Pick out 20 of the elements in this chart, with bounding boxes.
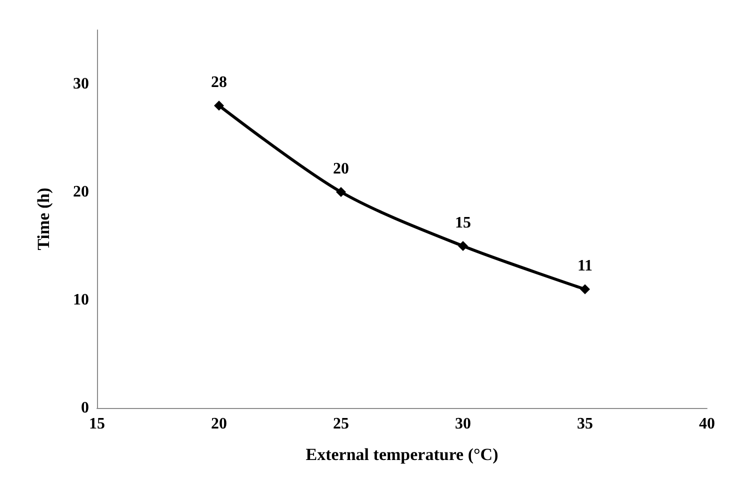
data-label: 28 bbox=[211, 74, 227, 92]
x-tick-label: 20 bbox=[211, 416, 227, 432]
y-tick-label: 20 bbox=[73, 184, 89, 200]
data-label: 11 bbox=[577, 258, 593, 275]
point bbox=[458, 241, 468, 251]
x-tick-label: 35 bbox=[577, 416, 593, 432]
point bbox=[580, 284, 590, 294]
x-tick-label: 15 bbox=[89, 416, 105, 432]
y-tick-label: 30 bbox=[73, 76, 89, 92]
y-tick-label: 10 bbox=[73, 292, 89, 308]
data-label: 15 bbox=[455, 214, 471, 232]
x-tick-label: 30 bbox=[455, 416, 471, 432]
x-axis-title: External temperature (°C) bbox=[306, 445, 498, 464]
point bbox=[214, 100, 224, 111]
y-tick-label: 0 bbox=[81, 400, 89, 416]
x-tick-label: 40 bbox=[699, 416, 715, 432]
data-label: 20 bbox=[333, 160, 349, 178]
y-axis-title: Time (h) bbox=[34, 188, 53, 250]
x-tick-label: 25 bbox=[333, 416, 349, 432]
point bbox=[336, 187, 346, 197]
